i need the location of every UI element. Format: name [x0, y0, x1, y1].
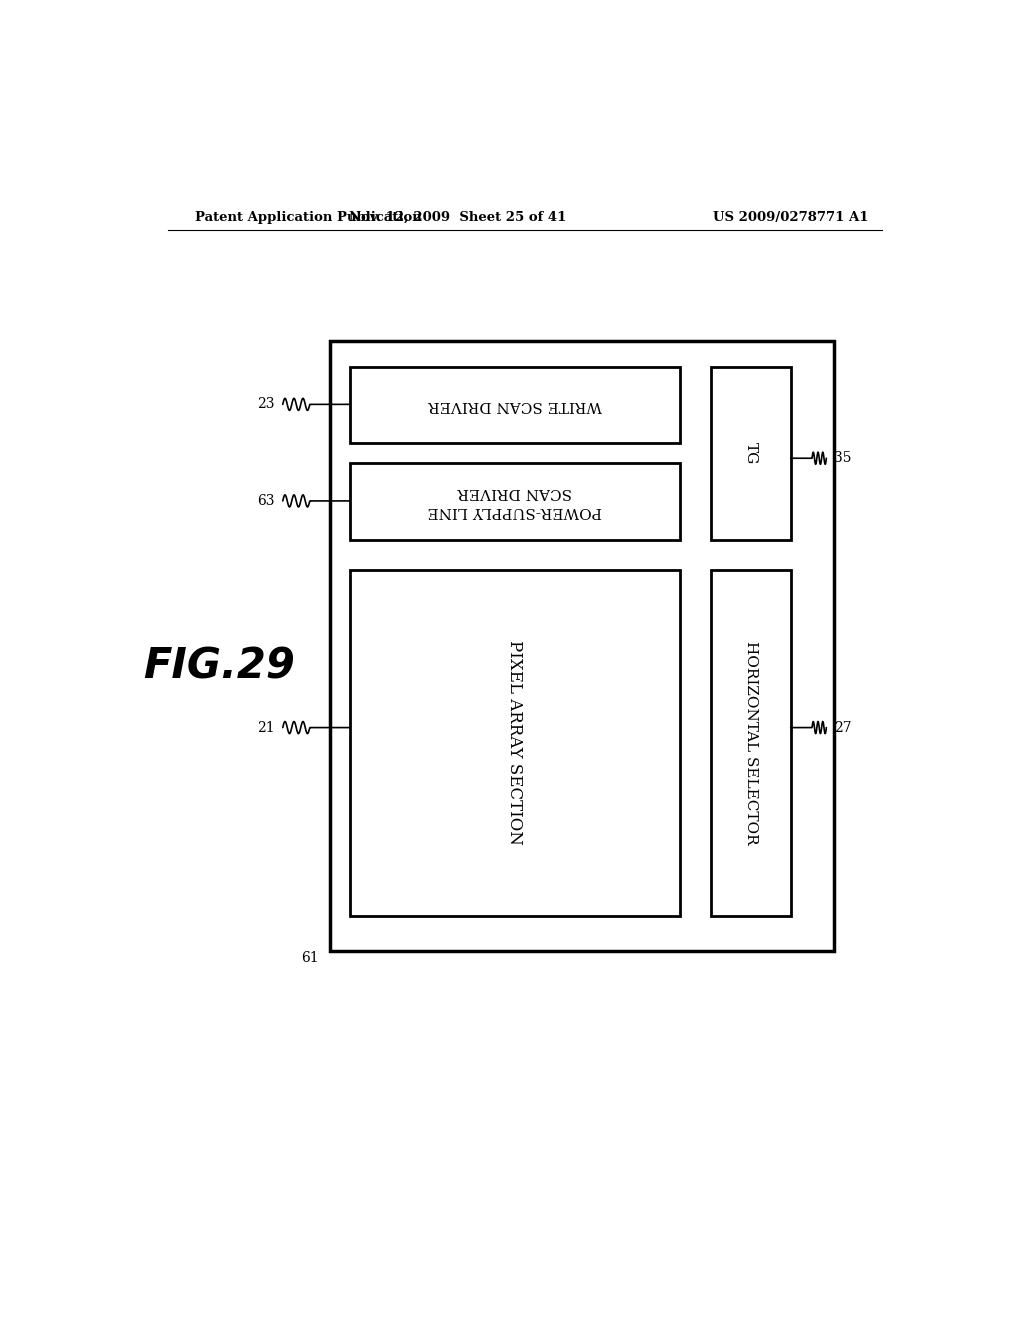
Bar: [350, 367, 680, 444]
Text: WRITE SCAN DRIVER: WRITE SCAN DRIVER: [428, 397, 602, 412]
Text: FIG.29: FIG.29: [143, 645, 295, 688]
Text: PIXEL ARRAY SECTION: PIXEL ARRAY SECTION: [507, 640, 523, 845]
Bar: [331, 342, 835, 952]
Text: 35: 35: [835, 451, 852, 465]
Text: 63: 63: [257, 494, 274, 508]
Text: HORIZONTAL SELECTOR: HORIZONTAL SELECTOR: [744, 642, 758, 845]
Text: 21: 21: [257, 721, 274, 735]
Text: 27: 27: [835, 721, 852, 735]
Text: US 2009/0278771 A1: US 2009/0278771 A1: [713, 211, 868, 224]
Text: 61: 61: [301, 952, 318, 965]
Text: TG: TG: [744, 442, 758, 465]
Text: POWER-SUPPLY LINE
SCAN DRIVER: POWER-SUPPLY LINE SCAN DRIVER: [428, 484, 602, 519]
Text: Patent Application Publication: Patent Application Publication: [196, 211, 422, 224]
Bar: [350, 463, 680, 540]
Text: 23: 23: [257, 397, 274, 412]
Bar: [350, 570, 680, 916]
Bar: [712, 367, 791, 540]
Bar: [712, 570, 791, 916]
Text: Nov. 12, 2009  Sheet 25 of 41: Nov. 12, 2009 Sheet 25 of 41: [348, 211, 566, 224]
